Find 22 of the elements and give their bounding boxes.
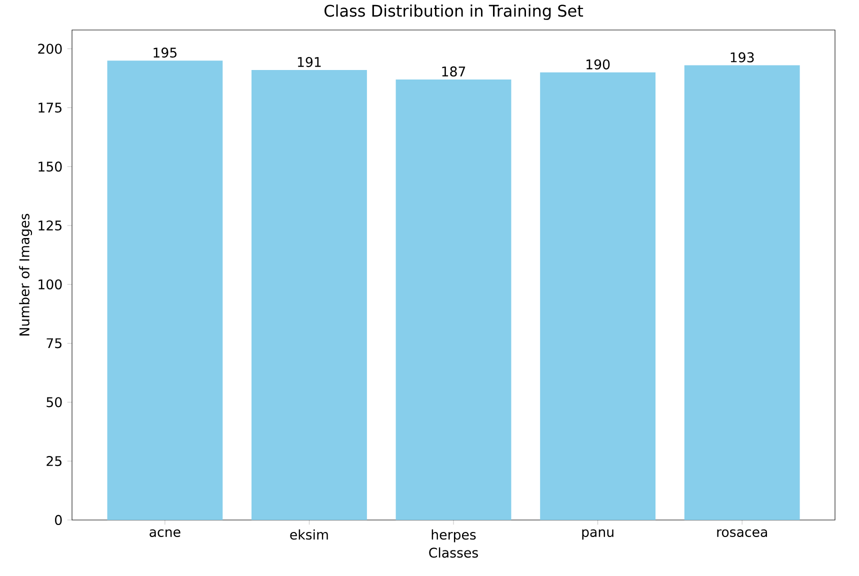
x-tick-label: herpes xyxy=(432,529,476,542)
y-tick-label: 100 xyxy=(38,279,62,290)
x-tick-label: acne xyxy=(150,529,180,538)
y-tick-label: 0 xyxy=(55,514,62,526)
y-tick-label: 175 xyxy=(38,102,62,113)
chart-title: Class Distribution in Training Set xyxy=(324,4,584,20)
y-tick-label: 25 xyxy=(46,456,62,466)
y-tick-label: 75 xyxy=(46,338,62,348)
x-tick-label: rosacea xyxy=(717,529,767,538)
x-tick-label: panu xyxy=(582,529,614,540)
y-tick-label: 200 xyxy=(38,44,62,54)
x-tick-label: eksim xyxy=(290,529,328,540)
data-label: 193 xyxy=(730,52,754,62)
data-label: 190 xyxy=(586,59,610,70)
y-tick-label: 150 xyxy=(38,162,62,172)
x-axis-title: Classes xyxy=(429,547,478,558)
y-axis-title: Number of Images xyxy=(19,214,32,336)
data-label: 195 xyxy=(154,48,176,58)
y-tick-label: 50 xyxy=(46,397,62,408)
y-tick-label: 125 xyxy=(38,220,62,231)
data-label: 191 xyxy=(298,57,321,68)
data-label: 187 xyxy=(442,66,466,77)
